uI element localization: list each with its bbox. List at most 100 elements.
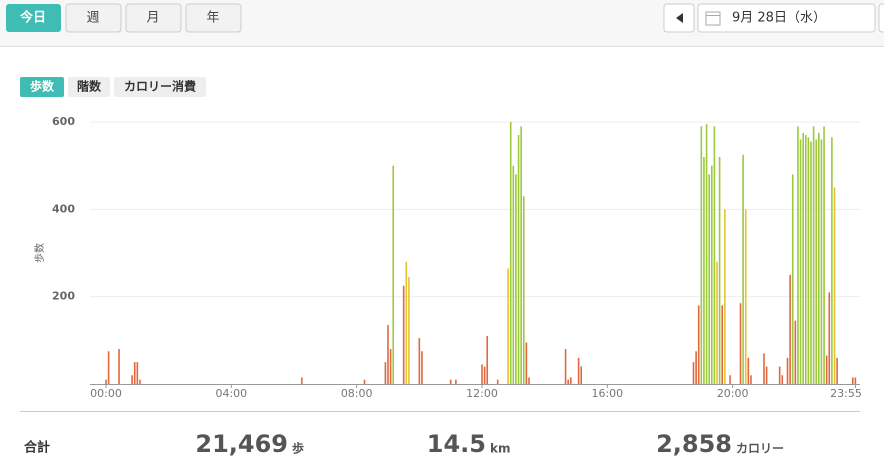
total-unit: 歩 (292, 441, 304, 456)
bar (107, 351, 110, 384)
bar (739, 303, 742, 384)
x-tick-label: 12:00 (466, 387, 498, 400)
bar (363, 379, 366, 384)
bar (713, 126, 716, 384)
totals-label: 合計 (24, 440, 50, 456)
bar (405, 261, 408, 384)
x-tick-label: 20:00 (717, 387, 749, 400)
button-label[interactable]: 年 (206, 11, 219, 26)
bar (802, 132, 804, 384)
bar (402, 285, 405, 384)
x-tick-label: 04:00 (215, 387, 247, 400)
bar (695, 351, 697, 384)
total-unit: カロリー (736, 442, 784, 456)
bar (778, 366, 781, 384)
tab-label[interactable]: 階数 (77, 79, 102, 94)
bar (747, 357, 750, 384)
bar (810, 141, 812, 384)
date-label: 9月 28日（水） (732, 11, 826, 26)
bar (580, 366, 583, 384)
bar (744, 209, 747, 384)
bar (750, 375, 752, 384)
x-tick-label: 00:00 (90, 387, 122, 400)
bar (710, 165, 713, 384)
bar (389, 349, 392, 384)
bar (705, 124, 708, 384)
button-label[interactable]: 今日 (19, 10, 46, 26)
bar (569, 377, 572, 384)
bar (724, 209, 726, 384)
bar (481, 364, 483, 384)
bar (789, 274, 791, 384)
bar (577, 357, 580, 384)
bar (408, 277, 410, 384)
bar (131, 375, 133, 384)
bar (718, 156, 721, 384)
bar (528, 377, 530, 384)
button[interactable] (65, 3, 122, 33)
bar (820, 139, 823, 384)
bar (515, 174, 517, 384)
bar (765, 366, 768, 384)
total-unit: km (490, 442, 510, 456)
bar (836, 357, 838, 384)
y-axis-label: 歩数 (33, 243, 46, 263)
bar (692, 362, 695, 384)
bar (301, 377, 303, 384)
tab[interactable] (114, 77, 206, 97)
button[interactable] (185, 3, 242, 33)
bar (825, 355, 828, 384)
button[interactable] (6, 4, 61, 32)
bar (564, 349, 567, 384)
y-tick-label: 400 (52, 202, 75, 215)
bar (525, 342, 528, 384)
date-box[interactable] (697, 3, 876, 33)
bar (799, 139, 802, 384)
y-tick-label: 600 (52, 115, 75, 128)
bar (797, 126, 799, 384)
bar (512, 165, 515, 384)
bar (105, 379, 107, 384)
bar (794, 320, 797, 384)
tab-label[interactable]: カロリー消費 (124, 79, 196, 94)
tab-label[interactable]: 歩数 (30, 79, 55, 94)
bar (708, 174, 710, 384)
button-label[interactable]: 月 (146, 11, 159, 26)
bar (392, 165, 395, 384)
bar (716, 261, 718, 384)
x-tick-label: 23:55 (830, 387, 862, 400)
bar (522, 196, 525, 384)
bar (384, 362, 387, 384)
bar (791, 174, 794, 384)
period-buttons: 今日 週 月 年 (6, 3, 242, 33)
next-button[interactable] (878, 3, 884, 33)
bar (729, 375, 731, 384)
bar (507, 268, 509, 384)
bar (118, 349, 120, 384)
button-label[interactable]: 週 (86, 11, 99, 26)
x-tick-label: 08:00 (341, 387, 373, 400)
button[interactable] (125, 3, 182, 33)
bar (700, 126, 703, 384)
bar (133, 362, 136, 384)
bar (449, 379, 452, 384)
x-tick-label: 16:00 (591, 387, 623, 400)
bar (807, 137, 810, 384)
bar (455, 379, 457, 384)
tab[interactable] (68, 77, 110, 97)
bar (831, 137, 833, 384)
total-value: 21,469 (195, 430, 288, 458)
bar (421, 351, 423, 384)
bar (786, 357, 789, 384)
bar (742, 154, 744, 384)
bar (763, 353, 765, 384)
bar (818, 132, 820, 384)
tab[interactable] (20, 77, 64, 97)
bar (721, 305, 724, 384)
arrow-icon (676, 13, 683, 23)
bar (828, 292, 831, 384)
bar (483, 366, 486, 384)
y-tick-label: 200 (52, 290, 75, 303)
